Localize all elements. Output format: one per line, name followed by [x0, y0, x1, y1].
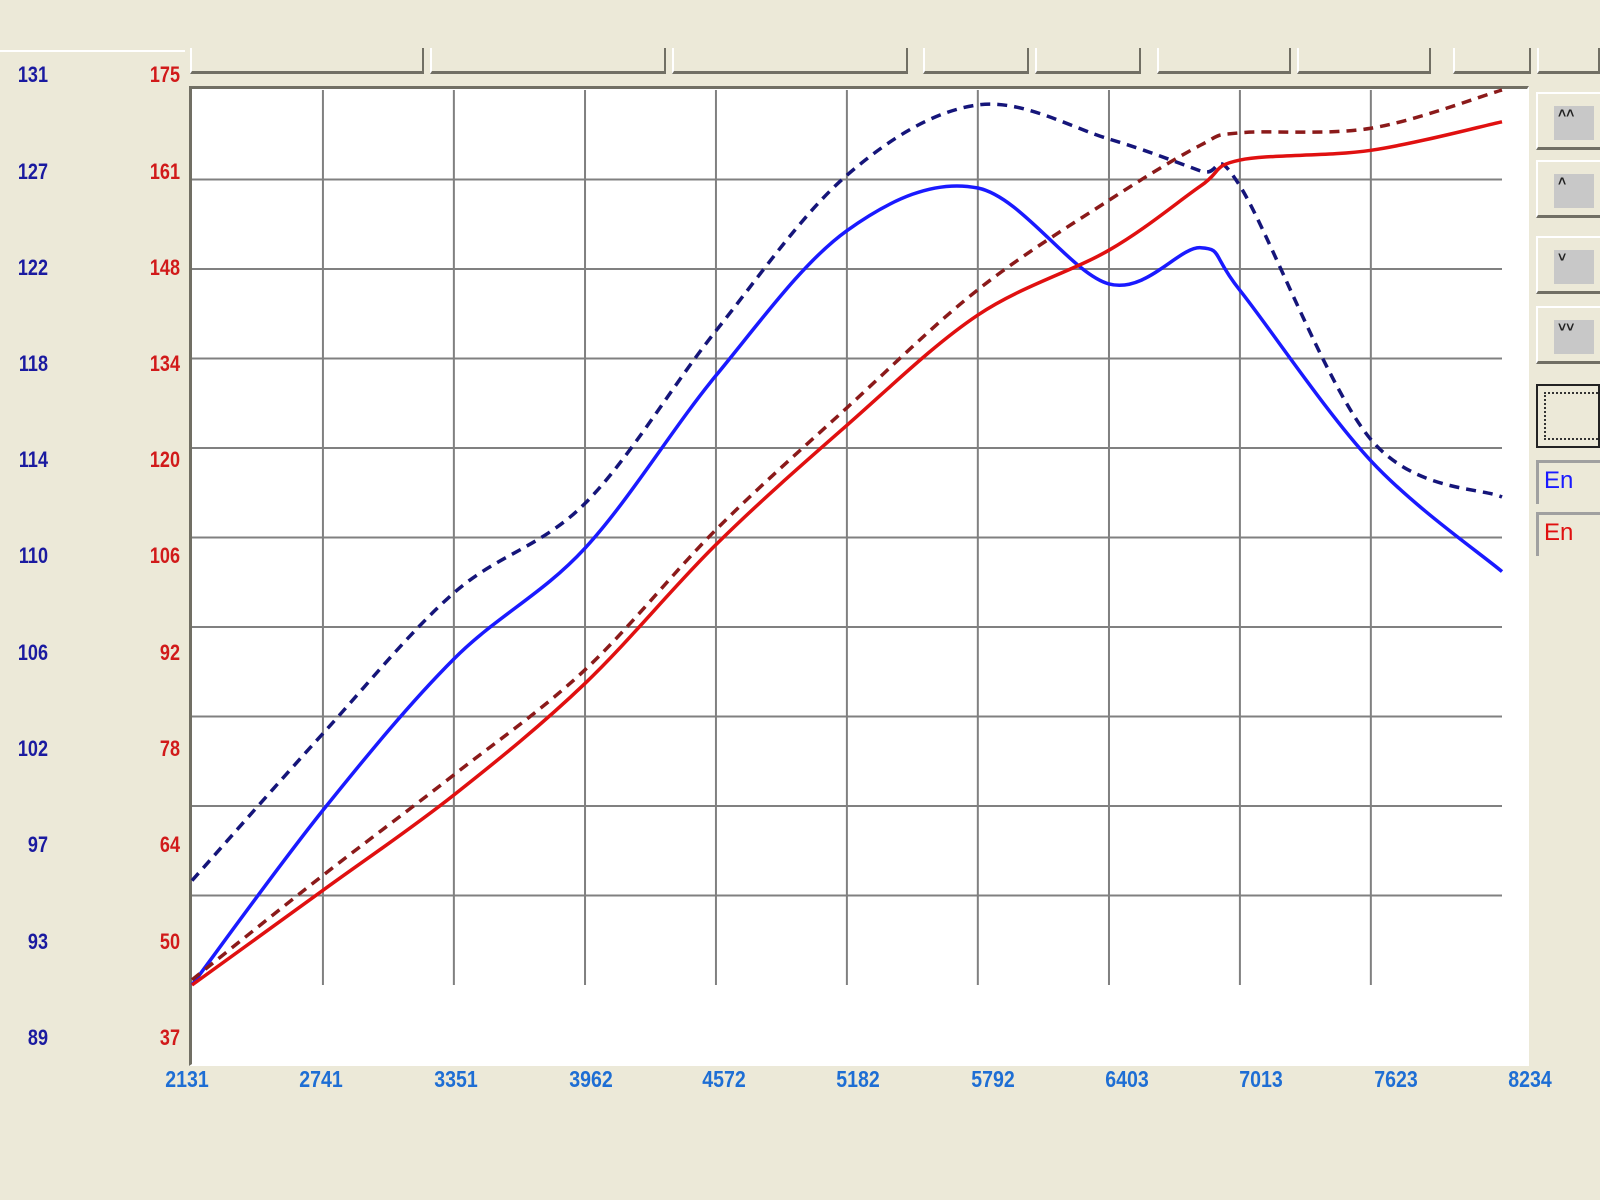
scroll-bottom-button[interactable]: ˅˅ [1536, 306, 1600, 364]
y-tick-red: 37 [159, 1025, 180, 1050]
legend-blue[interactable]: En [1536, 460, 1600, 504]
focus-ring [1544, 392, 1598, 440]
y-tick-blue: 102 [17, 736, 48, 761]
toolbar-button-2[interactable] [430, 48, 666, 74]
y-tick-blue: 131 [17, 62, 48, 87]
x-tick: 7623 [1374, 1066, 1418, 1092]
chevron-down-icon: ˅ [1554, 250, 1594, 284]
x-tick: 6403 [1105, 1066, 1149, 1092]
y-tick-red: 134 [149, 351, 180, 376]
y-tick-blue: 122 [17, 255, 48, 280]
toolbar-button-8[interactable] [1453, 48, 1531, 74]
y-tick-red: 106 [149, 543, 180, 568]
y-tick-red: 64 [159, 832, 180, 857]
y-tick-blue: 114 [18, 447, 48, 472]
toolbar-button-4[interactable] [923, 48, 1029, 74]
toolbar-tabs [190, 48, 1600, 78]
y-tick-blue: 118 [18, 351, 48, 376]
x-tick: 8234 [1508, 1066, 1552, 1092]
chevron-up-icon: ˄ [1554, 174, 1594, 208]
y-tick-blue: 106 [17, 640, 48, 665]
y-tick-red: 50 [159, 929, 180, 954]
legend-red[interactable]: En [1536, 512, 1600, 556]
plot-area [189, 86, 1529, 1066]
y-tick-blue: 93 [27, 929, 48, 954]
x-tick: 5792 [971, 1066, 1015, 1092]
focused-button[interactable] [1536, 384, 1600, 448]
y-tick-red: 148 [149, 255, 180, 280]
top-strip [0, 50, 185, 56]
double-chevron-down-icon: ˅˅ [1554, 320, 1594, 354]
scroll-up-button[interactable]: ˄ [1536, 160, 1600, 218]
x-tick: 7013 [1239, 1066, 1283, 1092]
toolbar-button-9[interactable] [1537, 48, 1600, 74]
y-tick-red: 92 [159, 640, 180, 665]
series-line-red-solid [190, 120, 1503, 987]
y-tick-red: 161 [149, 159, 180, 184]
x-tick: 2741 [299, 1066, 343, 1092]
y-tick-red: 120 [149, 447, 180, 472]
x-tick: 5182 [836, 1066, 880, 1092]
x-tick: 2131 [165, 1066, 209, 1092]
scroll-top-button[interactable]: ˄˄ [1536, 92, 1600, 150]
toolbar-button-7[interactable] [1297, 48, 1431, 74]
y-tick-red: 175 [149, 62, 180, 87]
y-tick-blue: 97 [27, 832, 48, 857]
series-line-blue-dashed [190, 102, 1503, 882]
dyno-chart [190, 88, 1504, 987]
x-tick: 3351 [434, 1066, 478, 1092]
toolbar-button-5[interactable] [1035, 48, 1141, 74]
double-chevron-up-icon: ˄˄ [1554, 106, 1594, 140]
x-tick: 4572 [702, 1066, 746, 1092]
scroll-down-button[interactable]: ˅ [1536, 236, 1600, 294]
x-tick: 3962 [569, 1066, 613, 1092]
y-tick-blue: 110 [18, 543, 48, 568]
toolbar-button-3[interactable] [672, 48, 908, 74]
toolbar-button-1[interactable] [190, 48, 424, 74]
toolbar-button-6[interactable] [1157, 48, 1291, 74]
series-line-blue-solid [190, 184, 1504, 987]
y-tick-blue: 127 [17, 159, 48, 184]
y-tick-red: 78 [159, 736, 180, 761]
y-tick-blue: 89 [27, 1025, 48, 1050]
